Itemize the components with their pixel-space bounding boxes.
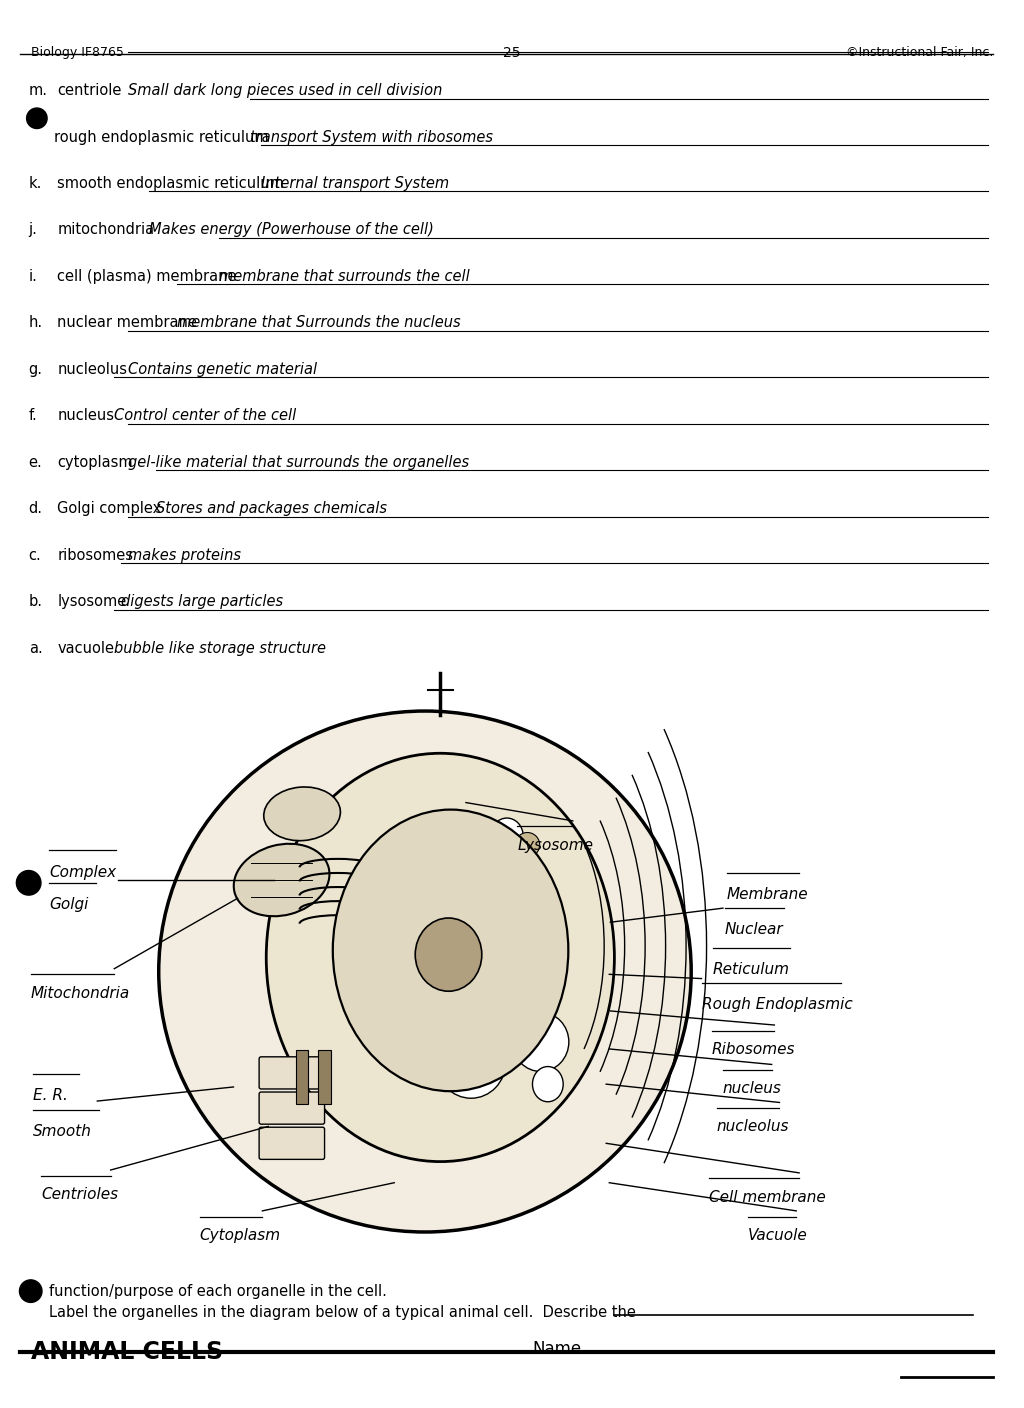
Circle shape bbox=[389, 891, 410, 911]
Circle shape bbox=[16, 870, 41, 895]
Text: nucleolus: nucleolus bbox=[57, 362, 127, 377]
FancyBboxPatch shape bbox=[259, 1128, 325, 1159]
FancyBboxPatch shape bbox=[259, 1093, 325, 1124]
Text: nucleus: nucleus bbox=[723, 1081, 781, 1097]
Ellipse shape bbox=[490, 818, 523, 855]
Ellipse shape bbox=[159, 711, 691, 1232]
Text: cytoplasm: cytoplasm bbox=[57, 455, 133, 470]
Text: d.: d. bbox=[29, 501, 43, 517]
Text: Biology IF8765: Biology IF8765 bbox=[31, 46, 124, 59]
Text: ANIMAL CELLS: ANIMAL CELLS bbox=[31, 1340, 223, 1364]
Bar bbox=[296, 1050, 308, 1104]
Text: Cytoplasm: Cytoplasm bbox=[200, 1228, 281, 1243]
Text: Label the organelles in the diagram below of a typical animal cell.  Describe th: Label the organelles in the diagram belo… bbox=[49, 1305, 636, 1321]
Text: b.: b. bbox=[29, 594, 43, 610]
Text: transport System with ribosomes: transport System with ribosomes bbox=[251, 130, 494, 145]
Text: nuclear membrane: nuclear membrane bbox=[57, 315, 198, 331]
Text: membrane that Surrounds the nucleus: membrane that Surrounds the nucleus bbox=[177, 315, 461, 331]
Text: Reticulum: Reticulum bbox=[713, 962, 790, 977]
Text: ©Instructional Fair, Inc.: ©Instructional Fair, Inc. bbox=[846, 46, 993, 59]
Text: Small dark long pieces used in cell division: Small dark long pieces used in cell divi… bbox=[128, 83, 442, 99]
Text: g.: g. bbox=[29, 362, 43, 377]
Text: j.: j. bbox=[29, 222, 38, 238]
Text: mitochondria: mitochondria bbox=[57, 222, 155, 238]
Ellipse shape bbox=[513, 1012, 569, 1071]
Ellipse shape bbox=[264, 787, 340, 841]
Text: Smooth: Smooth bbox=[33, 1124, 91, 1139]
Text: Golgi: Golgi bbox=[49, 897, 88, 912]
Text: nucleolus: nucleolus bbox=[717, 1119, 790, 1135]
Text: lysosome: lysosome bbox=[57, 594, 127, 610]
Ellipse shape bbox=[532, 1067, 563, 1101]
Ellipse shape bbox=[266, 753, 614, 1162]
Text: Contains genetic material: Contains genetic material bbox=[128, 362, 317, 377]
Text: Membrane: Membrane bbox=[727, 887, 809, 903]
Text: function/purpose of each organelle in the cell.: function/purpose of each organelle in th… bbox=[49, 1284, 387, 1300]
Text: f.: f. bbox=[29, 408, 38, 424]
Text: e.: e. bbox=[29, 455, 42, 470]
Text: centriole: centriole bbox=[57, 83, 122, 99]
Circle shape bbox=[515, 832, 540, 857]
Ellipse shape bbox=[416, 918, 482, 991]
Circle shape bbox=[19, 1280, 42, 1302]
FancyBboxPatch shape bbox=[259, 1057, 325, 1088]
Text: gel-like material that surrounds the organelles: gel-like material that surrounds the org… bbox=[128, 455, 469, 470]
Text: h.: h. bbox=[29, 315, 43, 331]
Text: Rough Endoplasmic: Rough Endoplasmic bbox=[702, 997, 853, 1012]
Text: c.: c. bbox=[29, 548, 41, 563]
Text: makes proteins: makes proteins bbox=[128, 548, 242, 563]
Text: k.: k. bbox=[29, 176, 42, 191]
Text: Golgi complex: Golgi complex bbox=[57, 501, 162, 517]
Ellipse shape bbox=[379, 841, 420, 883]
Text: bubble like storage structure: bubble like storage structure bbox=[115, 641, 327, 656]
Text: vacuole: vacuole bbox=[57, 641, 115, 656]
Text: E. R.: E. R. bbox=[33, 1088, 68, 1104]
Bar bbox=[318, 1050, 331, 1104]
Text: nucleus: nucleus bbox=[57, 408, 115, 424]
Text: Lysosome: Lysosome bbox=[517, 838, 593, 853]
Circle shape bbox=[27, 108, 47, 128]
Circle shape bbox=[412, 832, 438, 857]
Text: smooth endoplasmic reticulum: smooth endoplasmic reticulum bbox=[57, 176, 285, 191]
Text: a.: a. bbox=[29, 641, 42, 656]
Text: membrane that surrounds the cell: membrane that surrounds the cell bbox=[219, 269, 469, 284]
Text: Makes energy (Powerhouse of the cell): Makes energy (Powerhouse of the cell) bbox=[150, 222, 434, 238]
Text: rough endoplasmic reticulum: rough endoplasmic reticulum bbox=[54, 130, 269, 145]
Ellipse shape bbox=[359, 935, 409, 1012]
Text: Mitochondria: Mitochondria bbox=[31, 986, 130, 1001]
Text: Stores and packages chemicals: Stores and packages chemicals bbox=[156, 501, 387, 517]
Ellipse shape bbox=[436, 1025, 506, 1098]
Text: 25: 25 bbox=[503, 46, 521, 61]
Text: Centrioles: Centrioles bbox=[41, 1187, 118, 1202]
Text: Name: Name bbox=[532, 1340, 582, 1359]
Text: Nuclear: Nuclear bbox=[725, 922, 783, 938]
Text: m.: m. bbox=[29, 83, 48, 99]
Text: Complex: Complex bbox=[49, 865, 117, 880]
Ellipse shape bbox=[233, 843, 330, 917]
Text: Vacuole: Vacuole bbox=[748, 1228, 807, 1243]
Text: cell (plasma) membrane: cell (plasma) membrane bbox=[57, 269, 237, 284]
Text: Internal transport System: Internal transport System bbox=[260, 176, 449, 191]
Text: Cell membrane: Cell membrane bbox=[709, 1190, 825, 1205]
Text: ribosomes: ribosomes bbox=[57, 548, 133, 563]
Text: digests large particles: digests large particles bbox=[121, 594, 284, 610]
Text: Control center of the cell: Control center of the cell bbox=[115, 408, 297, 424]
Text: Ribosomes: Ribosomes bbox=[712, 1042, 796, 1057]
Text: i.: i. bbox=[29, 269, 38, 284]
Ellipse shape bbox=[333, 810, 568, 1091]
